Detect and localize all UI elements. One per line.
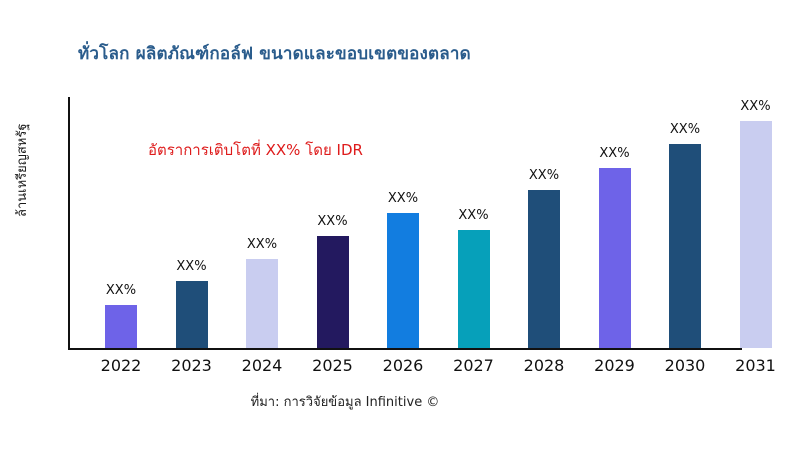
y-axis-label: ล้านเหรียญสหรัฐ	[15, 123, 30, 217]
bar-rect	[598, 168, 631, 348]
bar-2026: XX% 2026	[383, 97, 424, 375]
bar-rect	[669, 144, 701, 348]
x-tick-label: 2023	[171, 356, 212, 375]
x-tick-label: 2024	[241, 356, 283, 375]
bar-rect	[105, 305, 137, 348]
bar-rect	[316, 236, 349, 348]
bar-value-label: XX%	[105, 283, 137, 298]
chart-title: ทั่วโลก ผลิตภัณฑ์กอล์ฟ ขนาดและขอบเขตของต…	[78, 44, 471, 64]
bar-rect	[528, 190, 560, 348]
bar-2024: XX% 2024	[242, 97, 283, 375]
bar-value-label: XX%	[669, 122, 701, 137]
bar-2023: XX% 2023	[171, 97, 212, 375]
bar-2028: XX% 2028	[524, 97, 565, 375]
plot-area: XX% 2022 XX% 2023 XX% 2024 XX% 2025 XX% 2026 XX% 20…	[68, 97, 782, 375]
x-tick-label: 2022	[100, 356, 142, 375]
x-axis-line	[68, 348, 742, 350]
x-tick-label: 2031	[735, 356, 776, 375]
bar-2029: XX% 2029	[594, 97, 635, 375]
x-tick-label: 2027	[453, 356, 494, 375]
x-tick-label: 2025	[312, 356, 353, 375]
source-attribution: ที่มา: การวิจัยข้อมูล Infinitive ©	[250, 395, 440, 410]
bar-2025: XX% 2025	[312, 97, 353, 375]
growth-rate-annotation: อัตราการเติบโตที่ XX% โดย IDR	[148, 141, 363, 159]
bar-rect	[175, 281, 208, 348]
bar-value-label: XX%	[458, 208, 489, 223]
x-tick-label: 2026	[382, 356, 424, 375]
bar-rect	[739, 121, 772, 348]
bar-rect	[457, 230, 490, 348]
bar-value-label: XX%	[387, 191, 419, 206]
bar-2027: XX% 2027	[453, 97, 494, 375]
bar-value-label: XX%	[740, 99, 771, 114]
x-tick-label: 2030	[664, 356, 706, 375]
y-axis-line	[68, 97, 70, 350]
bar-rect	[246, 259, 278, 348]
bar-value-label: XX%	[599, 146, 630, 161]
bar-2030: XX% 2030	[665, 97, 706, 375]
bar-2022: XX% 2022	[101, 97, 142, 375]
bar-value-label: XX%	[246, 237, 278, 252]
x-tick-label: 2028	[523, 356, 565, 375]
bar-value-label: XX%	[176, 259, 207, 274]
bar-value-label: XX%	[528, 168, 560, 183]
bar-rect	[387, 213, 419, 348]
bar-value-label: XX%	[317, 214, 348, 229]
bar-2031: XX% 2031	[735, 97, 776, 375]
x-tick-label: 2029	[594, 356, 635, 375]
